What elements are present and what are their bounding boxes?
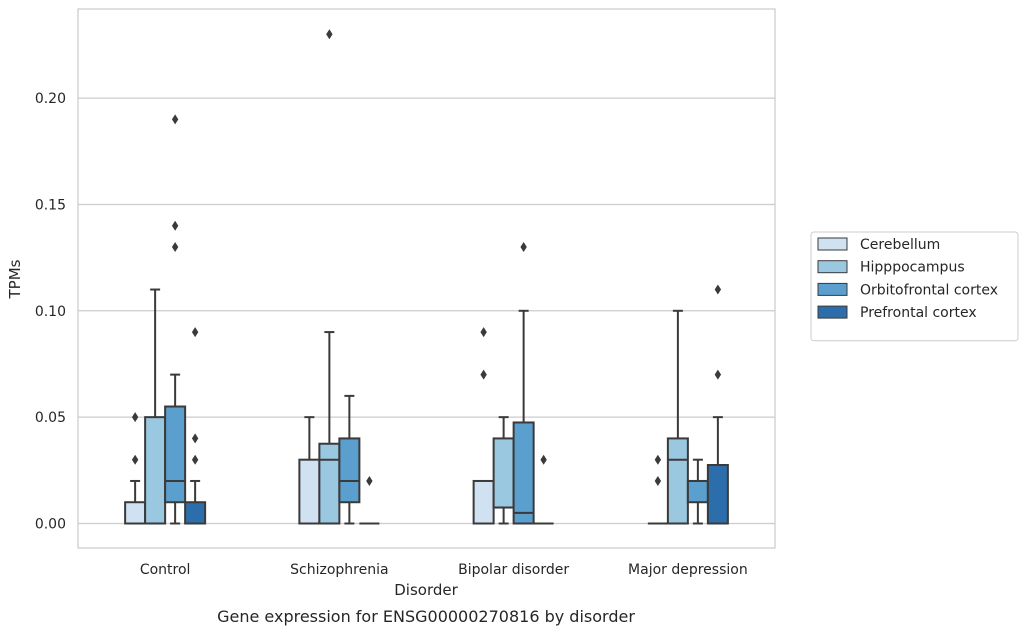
y-axis-label: TPMs	[6, 259, 24, 299]
outlier-point	[171, 241, 179, 252]
box-iqr	[338, 437, 361, 504]
outlier-point	[366, 475, 373, 486]
box-cerebellum-2	[472, 327, 495, 525]
outlier-point	[131, 412, 139, 423]
outlier-point	[326, 29, 333, 40]
box-iqr	[706, 464, 729, 525]
x-tick-label: Control	[140, 562, 191, 578]
box-hipppocampus-3	[666, 309, 689, 525]
box-orbitofrontal-cortex-3	[686, 458, 709, 525]
box-iqr	[318, 442, 341, 525]
box-plot-marks	[124, 29, 729, 525]
outlier-point	[191, 433, 199, 444]
outlier-point	[131, 454, 139, 465]
legend: Cerebellum Hipppocampus Orbitofrontal cort…	[810, 231, 1019, 342]
outlier-point	[520, 241, 527, 252]
y-tick-label: 0.10	[35, 304, 66, 320]
legend-label: Prefrontal cortex	[860, 305, 977, 321]
box-orbitofrontal-cortex-2	[512, 241, 535, 525]
box-cerebellum-3	[647, 454, 668, 525]
box-iqr	[512, 421, 535, 525]
outlier-point	[654, 454, 662, 465]
legend-swatch	[817, 305, 848, 319]
x-axis-label: Disorder	[394, 581, 458, 599]
y-tick-label: 0.20	[35, 91, 66, 107]
x-tick-label: Bipolar disorder	[458, 562, 569, 578]
x-tick-label: Schizophrenia	[290, 562, 388, 578]
box-hipppocampus-0	[144, 288, 167, 525]
y-tick-label: 0.05	[35, 410, 66, 426]
legend-box	[810, 231, 1019, 342]
outlier-point	[191, 454, 199, 465]
box-iqr	[492, 437, 515, 509]
outlier-point	[191, 327, 199, 338]
box-iqr	[298, 458, 321, 525]
box-hipppocampus-1	[318, 29, 341, 525]
x-tick-label: Major depression	[628, 562, 748, 578]
box-prefrontal-cortex-1	[359, 475, 380, 525]
outlier-point	[480, 369, 487, 380]
box-iqr	[144, 416, 167, 525]
box-prefrontal-cortex-3	[706, 284, 729, 525]
y-tick-label: 0.00	[35, 517, 66, 533]
outlier-point	[654, 475, 662, 486]
outlier-point	[714, 284, 722, 295]
legend-swatch	[817, 237, 848, 251]
box-prefrontal-cortex-2	[533, 454, 554, 525]
plot-frame	[77, 8, 776, 549]
legend-swatch	[817, 282, 848, 296]
legend-label: Orbitofrontal cortex	[860, 282, 998, 298]
chart-title: Gene expression for ENSG00000270816 by d…	[217, 607, 635, 626]
box-iqr	[184, 501, 207, 525]
box-orbitofrontal-cortex-1	[338, 394, 361, 525]
outlier-point	[540, 454, 547, 465]
legend-swatch	[817, 260, 848, 274]
outlier-point	[171, 114, 179, 125]
outlier-point	[171, 220, 179, 231]
outlier-point	[480, 327, 487, 338]
y-axis-ticks: 0.00 0.05 0.10 0.15 0.20	[35, 91, 66, 532]
box-cerebellum-1	[298, 416, 321, 525]
box-cerebellum-0	[124, 412, 147, 525]
box-iqr	[666, 437, 689, 525]
outlier-point	[714, 369, 722, 380]
box-prefrontal-cortex-0	[184, 327, 207, 525]
box-iqr	[164, 405, 187, 504]
y-tick-label: 0.15	[35, 197, 66, 213]
box-orbitofrontal-cortex-0	[164, 114, 187, 525]
legend-label: Hipppocampus	[860, 260, 965, 276]
x-axis-ticks: Control Schizophrenia Bipolar disorder Majo…	[140, 562, 748, 578]
box-iqr	[124, 501, 147, 525]
box-iqr	[686, 479, 709, 504]
box-iqr	[472, 479, 495, 525]
legend-label: Cerebellum	[860, 237, 940, 253]
box-hipppocampus-2	[492, 416, 515, 525]
